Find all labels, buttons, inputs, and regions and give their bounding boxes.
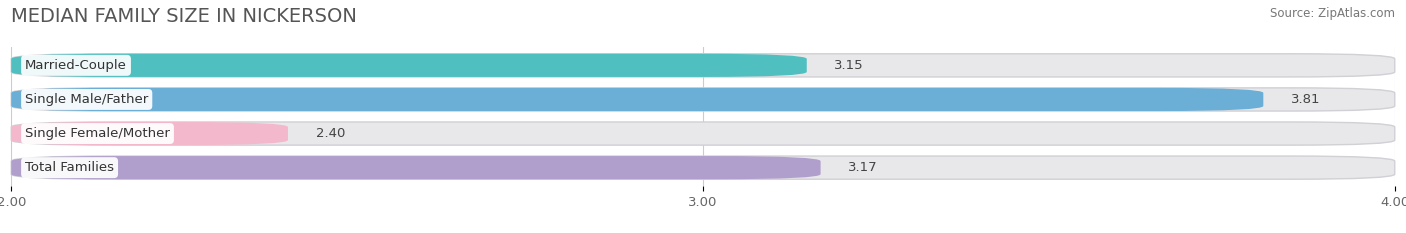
Text: Single Female/Mother: Single Female/Mother [25,127,170,140]
Text: 3.81: 3.81 [1291,93,1320,106]
Text: Single Male/Father: Single Male/Father [25,93,149,106]
FancyBboxPatch shape [11,156,821,179]
Text: 3.17: 3.17 [848,161,877,174]
Text: MEDIAN FAMILY SIZE IN NICKERSON: MEDIAN FAMILY SIZE IN NICKERSON [11,7,357,26]
FancyBboxPatch shape [11,54,807,77]
Text: Total Families: Total Families [25,161,114,174]
Text: Married-Couple: Married-Couple [25,59,127,72]
FancyBboxPatch shape [11,54,1395,77]
Text: 3.15: 3.15 [834,59,865,72]
FancyBboxPatch shape [11,122,288,145]
FancyBboxPatch shape [11,122,1395,145]
Text: Source: ZipAtlas.com: Source: ZipAtlas.com [1270,7,1395,20]
FancyBboxPatch shape [11,88,1395,111]
Text: 2.40: 2.40 [315,127,344,140]
FancyBboxPatch shape [11,88,1264,111]
FancyBboxPatch shape [11,156,1395,179]
